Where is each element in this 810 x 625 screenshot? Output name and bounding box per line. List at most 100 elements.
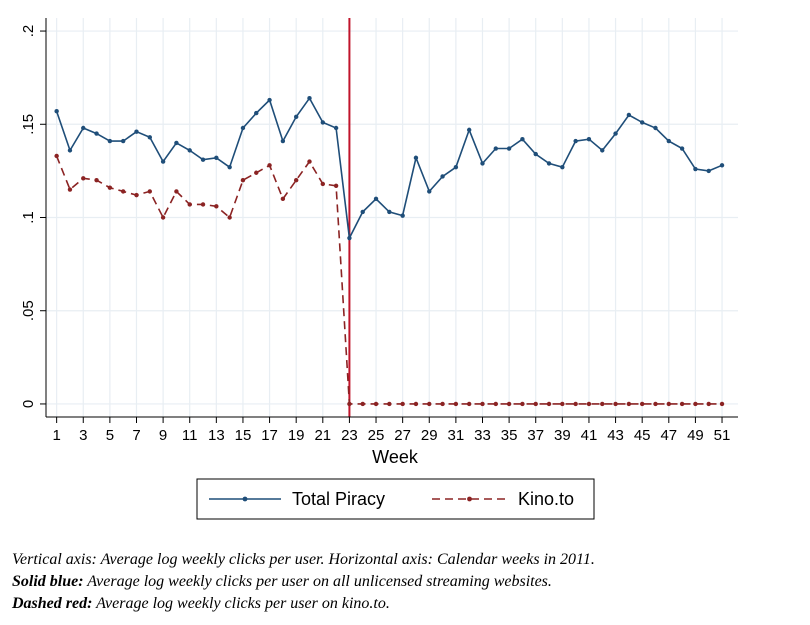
legend-marker [242, 496, 248, 502]
data-point [174, 140, 179, 146]
caption-line-3: Dashed red: Average log weekly clicks pe… [12, 593, 802, 615]
data-point [293, 178, 299, 183]
data-point [387, 401, 392, 407]
data-point [573, 138, 578, 144]
data-point [267, 163, 272, 168]
caption-dashed-red-label: Dashed red: [12, 595, 93, 612]
data-point [520, 401, 525, 407]
x-tick-label: 37 [527, 427, 544, 444]
data-point [440, 401, 445, 407]
data-point [134, 129, 139, 134]
data-point [600, 401, 605, 407]
data-point [320, 120, 325, 125]
data-point [639, 401, 645, 407]
data-point [600, 148, 605, 153]
caption: Vertical axis: Average log weekly clicks… [12, 549, 802, 615]
data-point [413, 155, 419, 161]
x-tick-label: 23 [341, 427, 358, 444]
data-point [347, 235, 352, 241]
legend-marker [467, 496, 472, 502]
legend-label: Kino.to [518, 489, 574, 509]
legend-item-kino-to: Kino.to [432, 489, 574, 509]
data-point [293, 114, 299, 120]
caption-solid-blue-label: Solid blue: [12, 573, 84, 590]
data-point [400, 401, 405, 407]
data-point [719, 401, 725, 407]
data-point [466, 401, 472, 407]
data-point [214, 204, 219, 209]
data-point [693, 401, 698, 407]
data-point [693, 166, 698, 172]
x-tick-label: 27 [394, 427, 411, 444]
data-point [639, 120, 645, 125]
data-point [653, 401, 658, 407]
data-point [373, 196, 379, 202]
x-tick-label: 13 [208, 427, 225, 444]
data-point [280, 196, 286, 202]
x-tick-label: 43 [607, 427, 624, 444]
data-point [200, 202, 206, 207]
data-point [254, 110, 259, 116]
series-total-piracy [54, 95, 725, 241]
grid [46, 18, 738, 417]
data-point [560, 401, 565, 407]
data-point [333, 125, 339, 131]
data-point [94, 131, 99, 136]
data-point [373, 401, 379, 407]
data-point [214, 155, 219, 161]
x-tick-label: 47 [660, 427, 677, 444]
data-point [347, 401, 352, 407]
data-point [533, 151, 538, 157]
data-point [427, 401, 432, 407]
data-point [533, 401, 538, 407]
data-point [67, 148, 73, 153]
data-point [613, 131, 618, 136]
data-point [227, 164, 232, 170]
y-tick-label: .05 [20, 300, 37, 321]
y-tick-label: .1 [20, 211, 37, 224]
data-point [400, 213, 405, 218]
x-tick-label: 11 [182, 427, 198, 444]
data-point [413, 401, 419, 407]
data-point [134, 192, 139, 198]
data-point [254, 170, 259, 175]
legend-label: Total Piracy [292, 489, 385, 509]
data-point [666, 138, 671, 144]
data-point [480, 161, 485, 166]
data-point [240, 178, 246, 183]
data-point [626, 112, 632, 118]
series-kino-to [54, 153, 725, 407]
x-tick-label: 49 [687, 427, 704, 444]
data-point [626, 401, 632, 407]
data-point [81, 176, 86, 181]
x-tick-label: 41 [581, 427, 598, 444]
x-tick-label: 17 [261, 427, 278, 444]
data-point [360, 209, 365, 215]
x-tick-label: 15 [235, 427, 252, 444]
data-point [506, 146, 512, 151]
data-point [586, 401, 592, 407]
line-chart: 1 3 5 7 9 11 13 15 17 19 21 23 25 27 29 31 33 35 37 39 41 43 4… [20, 18, 738, 520]
data-point [466, 127, 472, 133]
data-point [586, 136, 592, 142]
y-tick-label: .2 [20, 25, 37, 38]
x-tick-label: 35 [501, 427, 518, 444]
data-point [546, 161, 552, 166]
x-tick-label: 51 [714, 427, 731, 444]
x-tick-label: 31 [448, 427, 465, 444]
data-point [107, 185, 113, 190]
data-point [320, 181, 325, 187]
x-tick-label: 29 [421, 427, 438, 444]
legend-item-total-piracy: Total Piracy [209, 489, 385, 509]
data-point [706, 401, 711, 407]
y-tick-label: .15 [20, 114, 37, 135]
data-point [360, 401, 365, 407]
data-point [280, 138, 286, 144]
x-tick-label: 39 [554, 427, 571, 444]
data-point [94, 178, 99, 183]
data-point [227, 215, 232, 220]
data-point [67, 187, 73, 192]
caption-dashed-red-text: Average log weekly clicks per user on ki… [92, 595, 390, 612]
data-point [160, 159, 166, 164]
data-point [187, 148, 192, 153]
